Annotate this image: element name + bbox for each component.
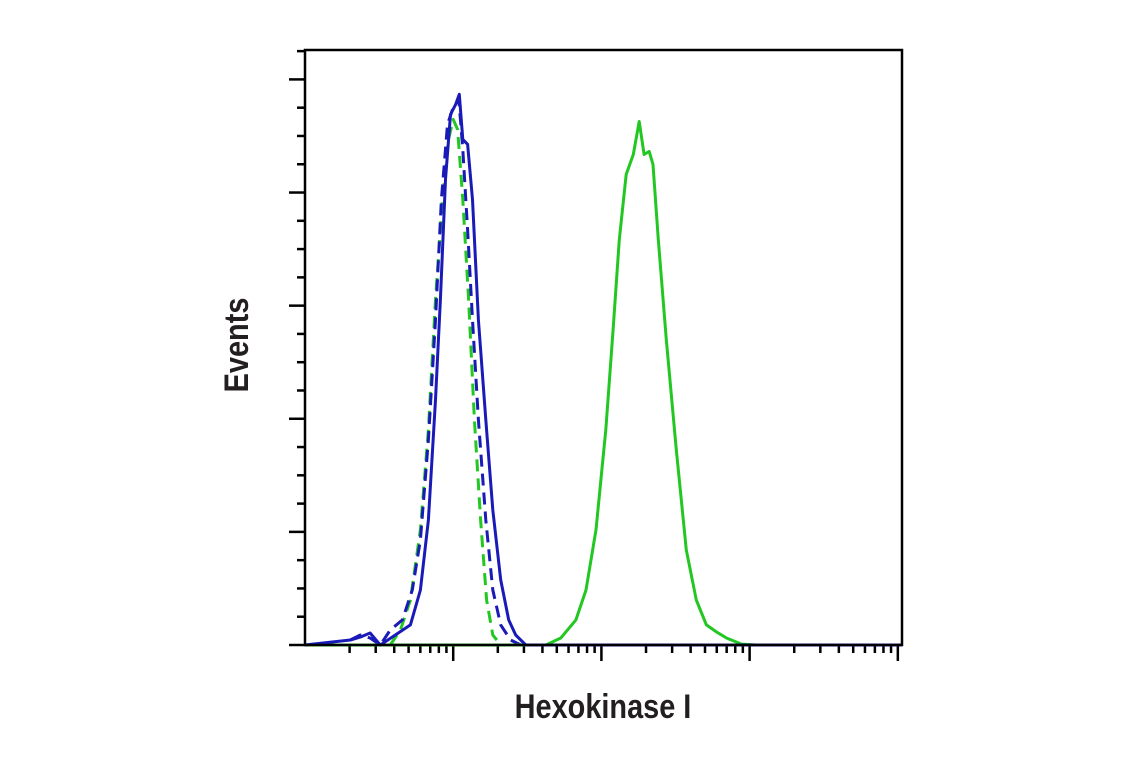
x-axis-label: Hexokinase I [515, 687, 692, 726]
histogram-line [305, 120, 902, 647]
histogram-line [304, 92, 902, 647]
histogram-line [349, 97, 522, 647]
y-axis-label: Events [217, 298, 256, 393]
plot-frame [303, 48, 904, 647]
